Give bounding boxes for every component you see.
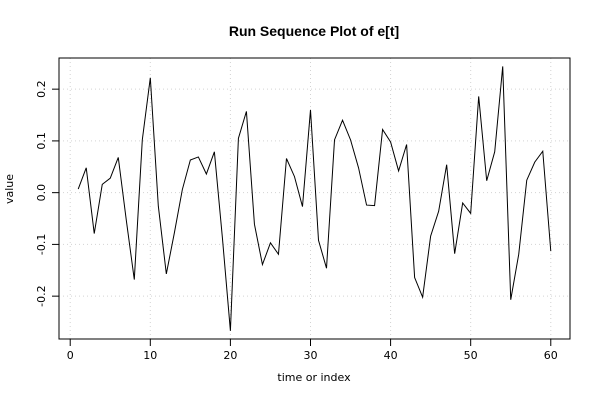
x-tick-label: 40	[384, 349, 398, 362]
y-tick-label: 0.1	[35, 132, 48, 150]
x-tick-label: 10	[143, 349, 157, 362]
x-axis: 0 10 20 30 40 50 60	[67, 339, 558, 362]
x-tick-label: 30	[303, 349, 317, 362]
y-axis-label: value	[3, 174, 16, 204]
y-tick-label: -0.1	[35, 234, 48, 255]
series-line	[77, 66, 552, 331]
y-axis: -0.2 -0.1 0.0 0.1 0.2	[35, 80, 59, 307]
chart-title: Run Sequence Plot of e[t]	[229, 23, 399, 39]
x-tick-label: 0	[67, 349, 74, 362]
x-tick-label: 20	[223, 349, 237, 362]
y-tick-label: -0.2	[35, 285, 48, 306]
x-axis-label: time or index	[277, 371, 351, 384]
plot-frame	[58, 57, 571, 340]
y-tick-label: 0.0	[35, 184, 48, 202]
y-tick-label: 0.2	[35, 80, 48, 98]
x-tick-label: 60	[544, 349, 558, 362]
grid-lines	[59, 58, 570, 339]
x-tick-label: 50	[464, 349, 478, 362]
